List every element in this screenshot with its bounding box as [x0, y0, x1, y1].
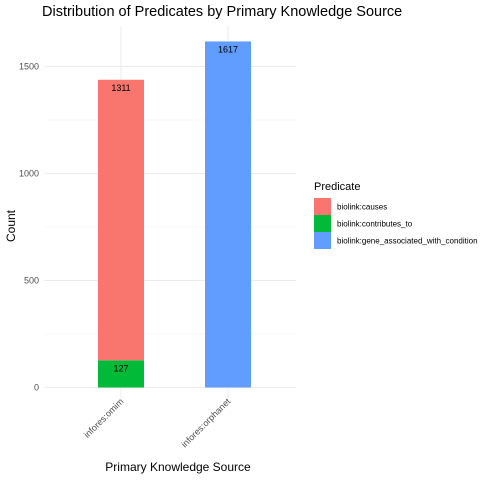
legend-label: biolink:contributes_to [337, 220, 413, 229]
x-axis-ticks: infores:omim infores:orphanet [82, 396, 233, 449]
legend-swatch [314, 232, 331, 249]
legend: Predicate biolink:causes biolink:contribu… [314, 181, 478, 249]
data-label: 127 [113, 363, 128, 373]
y-tick-label: 0 [34, 383, 39, 393]
legend-title: Predicate [314, 181, 360, 193]
y-tick-label: 1500 [19, 62, 39, 72]
chart-title: Distribution of Predicates by Primary Kn… [42, 4, 402, 20]
bars [98, 41, 251, 388]
legend-label: biolink:gene_associated_with_condition [337, 237, 478, 246]
x-tick-label: infores:omim [82, 396, 125, 439]
y-axis-title: Count [4, 209, 18, 242]
data-labels: 127 1311 1617 [111, 44, 238, 373]
y-tick-label: 500 [24, 276, 39, 286]
bar-biolink-gene-associated-with-condition-1 [205, 41, 251, 388]
bar-biolink-causes-0 [98, 79, 144, 361]
bar-biolink-contributes-to-0 [98, 360, 144, 388]
grid [44, 26, 296, 398]
x-tick-label: infores:orphanet [179, 396, 232, 449]
data-label: 1617 [218, 44, 238, 54]
legend-label: biolink:causes [337, 203, 387, 212]
y-axis-ticks: 0 500 1000 1500 [19, 62, 39, 393]
x-axis-title: Primary Knowledge Source [105, 460, 251, 474]
y-tick-label: 1000 [19, 169, 39, 179]
legend-swatch [314, 215, 331, 232]
legend-swatch [314, 198, 331, 215]
data-label: 1311 [111, 83, 130, 93]
